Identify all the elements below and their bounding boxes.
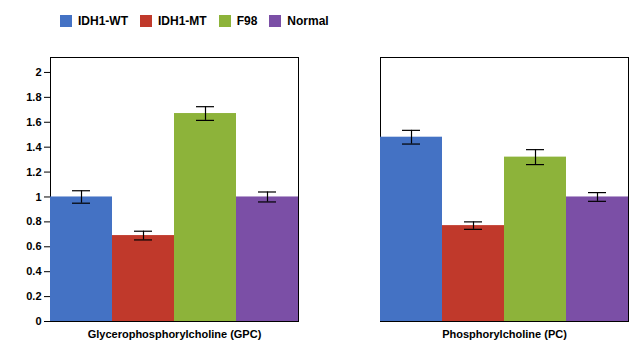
- svg-text:0.2: 0.2: [26, 290, 41, 302]
- svg-text:0: 0: [35, 315, 41, 327]
- svg-text:1.8: 1.8: [26, 91, 41, 103]
- svg-text:1: 1: [35, 190, 41, 202]
- html-text:IDH1-WT: IDH1-WT: [78, 13, 128, 28]
- html-text:IDH1-MT: IDH1-MT: [158, 13, 207, 28]
- svg-text:0.4: 0.4: [26, 265, 42, 277]
- svg-text:1.2: 1.2: [26, 166, 41, 178]
- svg-text:Phosphorylcholine (PC): Phosphorylcholine (PC): [442, 328, 567, 340]
- svg-text:2: 2: [35, 66, 41, 78]
- svg-text:0.8: 0.8: [26, 215, 41, 227]
- html-text:F98: F98: [236, 13, 258, 28]
- svg-text:Glycerophosphorylcholine (GPC): Glycerophosphorylcholine (GPC): [88, 328, 262, 340]
- svg-text:1.6: 1.6: [26, 116, 41, 128]
- svg-text:0.6: 0.6: [26, 240, 41, 252]
- svg-text:1.4: 1.4: [26, 141, 42, 153]
- html-text:Normal: Normal: [287, 13, 329, 28]
